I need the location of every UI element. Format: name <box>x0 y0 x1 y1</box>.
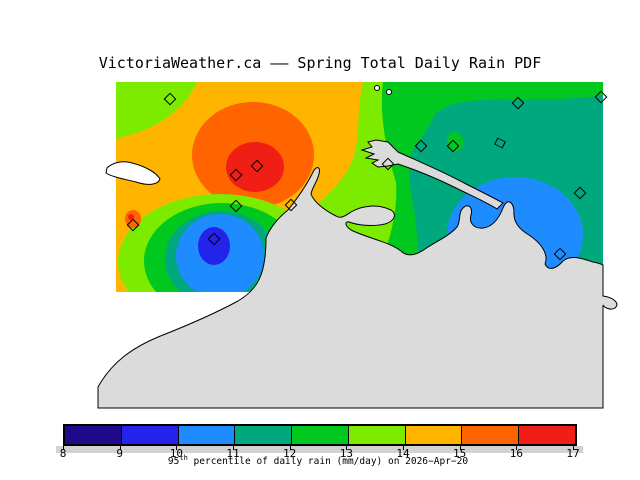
colorbar-segment <box>65 426 121 444</box>
tick-mark <box>459 444 461 450</box>
tick-mark <box>346 444 348 450</box>
page-title: VictoriaWeather.ca —— Spring Total Daily… <box>98 54 542 72</box>
tick-mark <box>573 444 574 450</box>
inlet-channel <box>360 139 504 210</box>
tick-label: 9 <box>116 447 123 460</box>
tick-mark <box>289 444 291 450</box>
spot-12-13 <box>447 132 463 152</box>
corner-band-13-14 <box>116 82 197 139</box>
islet-2 <box>386 89 392 95</box>
colorbar-segment <box>518 426 576 444</box>
tick-mark <box>176 444 178 450</box>
tick-label: 8 <box>59 447 67 460</box>
colorbar <box>63 424 577 446</box>
tick-label: 15 <box>453 447 467 460</box>
tick-mark <box>233 444 234 450</box>
tick-mark <box>516 444 518 450</box>
colorbar-shadow <box>56 446 583 453</box>
colorbar-segment <box>461 426 519 444</box>
tick-label: 17 <box>566 447 580 460</box>
tick-label: 14 <box>396 447 410 460</box>
islet-1 <box>374 85 380 91</box>
caption-base: 95 <box>167 456 180 467</box>
tick-mark <box>403 444 404 450</box>
tick-label: 11 <box>226 447 240 460</box>
tick-label: 13 <box>339 447 353 460</box>
colorbar-caption: 95th percentile of daily rain (mm/day) o… <box>63 453 573 467</box>
island-outline <box>105 161 161 185</box>
strait-landmass <box>97 167 618 409</box>
caption-superscript: th <box>179 453 188 462</box>
colorbar-segment <box>234 426 292 444</box>
colorbar-ticks: 8 9 10 11 12 13 14 15 16 17 <box>59 444 580 466</box>
colorbar-segment <box>347 426 405 444</box>
colorbar-segment <box>177 426 235 444</box>
colorbar-segment <box>120 426 178 444</box>
tick-label: 16 <box>509 447 523 460</box>
tick-mark <box>119 444 121 450</box>
tick-mark <box>63 444 64 450</box>
colorbar-segment <box>291 426 348 444</box>
high-core-16-17 <box>226 142 284 192</box>
tick-label: 10 <box>169 447 183 460</box>
caption-rest: percentile of daily rain (mm/day) on 202… <box>187 456 469 467</box>
spot-16-17 <box>128 214 134 220</box>
colorbar-segment <box>404 426 462 444</box>
tick-label: 12 <box>283 447 297 460</box>
land-mask <box>97 85 618 409</box>
low-core-9-10 <box>198 227 230 265</box>
